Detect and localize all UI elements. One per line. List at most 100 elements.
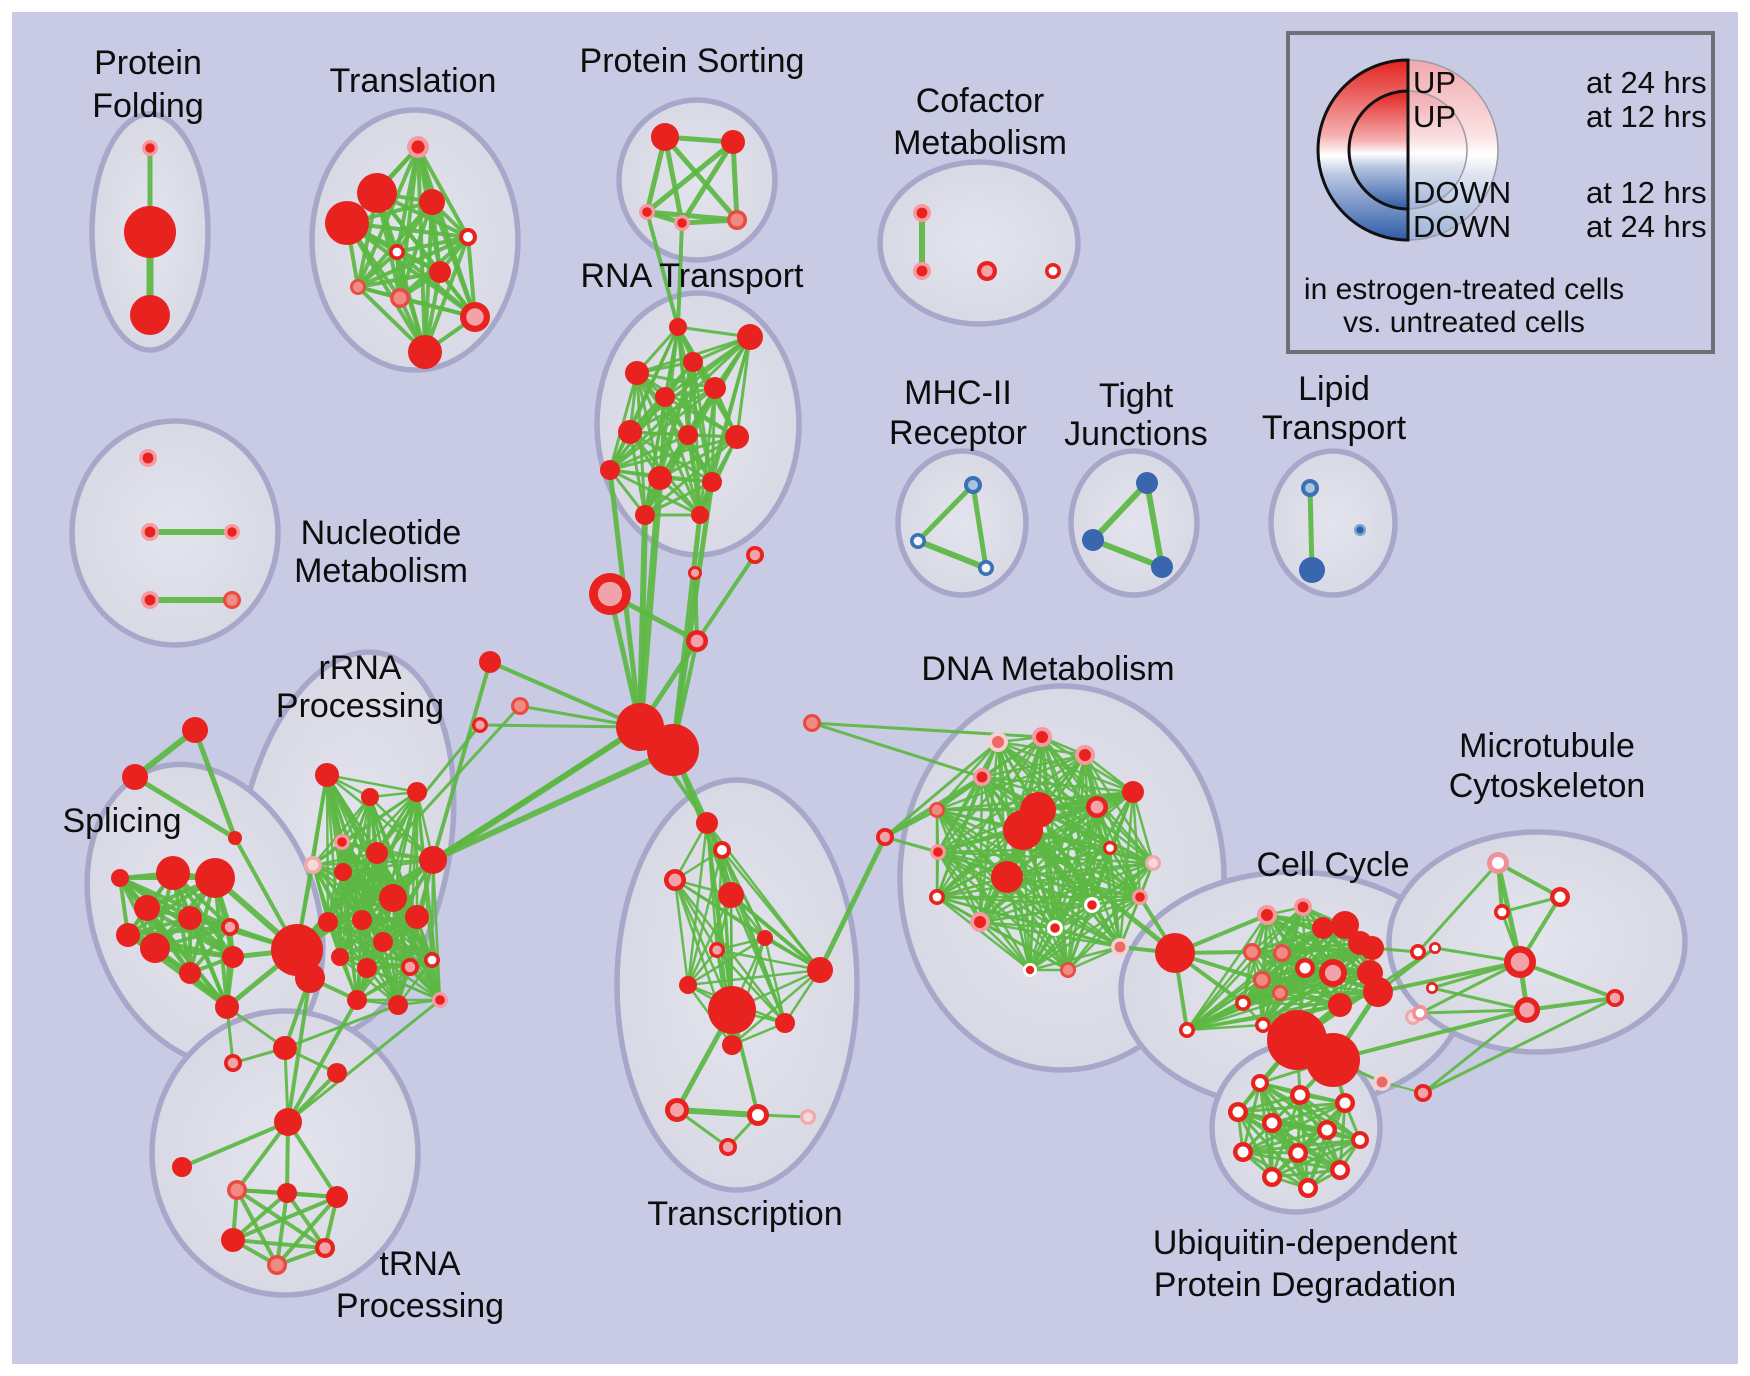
network-node [1082, 529, 1104, 551]
network-node-core [1497, 907, 1507, 917]
network-node [1331, 911, 1359, 939]
network-node [178, 906, 202, 930]
network-edge [430, 724, 643, 863]
network-edge [1005, 861, 1155, 879]
cluster-label-cofactor-metabolism: Metabolism [893, 124, 1067, 162]
network-node-core [1302, 1182, 1314, 1194]
network-edge [730, 139, 740, 223]
network-node-core [1510, 952, 1530, 972]
network-edge [488, 660, 642, 729]
network-node [718, 882, 744, 908]
network-node [679, 976, 697, 994]
cluster-label-transcription: Transcription [647, 1195, 842, 1233]
network-node [122, 764, 148, 790]
cluster-label-splicing: Splicing [62, 802, 181, 840]
cluster-label-lipid-transport: Lipid [1298, 370, 1370, 408]
network-edge [693, 571, 699, 643]
network-node [691, 506, 709, 524]
network-node-core [916, 207, 928, 219]
cluster-label-tight-junctions: Tight [1099, 377, 1174, 415]
network-node-core [227, 1057, 239, 1069]
network-edge [1525, 996, 1617, 1012]
network-edge [235, 1120, 290, 1192]
network-node-core [1339, 1097, 1351, 1109]
network-edge [416, 145, 470, 239]
network-edge [356, 250, 399, 289]
network-edge [936, 850, 1070, 972]
network-edge [213, 876, 229, 1009]
network-node [315, 763, 339, 787]
network-node-core [722, 1141, 734, 1153]
network-edge [1241, 1128, 1329, 1154]
network-node [757, 930, 773, 946]
cluster-label-trna-processing: Processing [336, 1287, 504, 1325]
network-edge [283, 1003, 400, 1050]
network-node [991, 861, 1023, 893]
network-node-core [974, 916, 986, 928]
cluster-label-microtubule-cytoskeleton: Microtubule [1459, 727, 1635, 765]
network-node [274, 1108, 302, 1136]
network-node-core [307, 859, 319, 871]
network-node [1136, 472, 1158, 494]
network-edge [715, 936, 767, 952]
network-node-core [427, 955, 437, 965]
network-edge [1090, 537, 1165, 570]
network-node-core [145, 143, 155, 153]
network-node-core [803, 1112, 813, 1122]
network-node-core [1519, 1002, 1535, 1018]
network-node [179, 962, 201, 984]
network-edge [915, 482, 976, 544]
network-edge [883, 835, 940, 854]
network-node-core [227, 527, 237, 537]
network-node-core [677, 218, 687, 228]
network-node [352, 910, 372, 930]
network-node-core [981, 563, 991, 573]
network-edge [360, 918, 434, 962]
network-edge [643, 395, 667, 517]
network-edge [1028, 903, 1094, 972]
network-node [722, 1035, 742, 1055]
network-node-core [879, 831, 891, 843]
network-node-core [1292, 1147, 1304, 1159]
network-node [111, 869, 129, 887]
network-node-core [670, 1103, 684, 1117]
network-node-core [749, 549, 761, 561]
network-node-core [319, 1242, 331, 1254]
network-node [327, 1063, 347, 1083]
network-edge [673, 878, 690, 987]
cluster-label-dna-metabolism: DNA Metabolism [921, 650, 1174, 688]
legend-circle-inner-right [1407, 90, 1468, 210]
network-node-core [1491, 856, 1505, 870]
network-node-core [1609, 992, 1621, 1004]
network-node [172, 1157, 192, 1177]
network-edge [1331, 1008, 1529, 1062]
network-edge [679, 139, 736, 226]
network-edge [730, 968, 822, 1047]
network-node [725, 425, 749, 449]
network-node-core [224, 921, 236, 933]
network-node [1155, 933, 1195, 973]
network-edge [1418, 1008, 1529, 1015]
network-edge [686, 821, 709, 987]
network-node [221, 1228, 245, 1252]
network-node-core [1090, 800, 1104, 814]
network-edge [295, 704, 522, 952]
cluster-ellipse-tight-junctions [1068, 448, 1200, 598]
network-edge [1236, 1093, 1302, 1114]
network-edge [970, 482, 989, 571]
network-node-core [1305, 483, 1315, 493]
network-edge [729, 893, 822, 972]
network-node [708, 986, 756, 1034]
network-node-core [1261, 909, 1273, 921]
network-edge [1036, 808, 1155, 865]
network-node [775, 1013, 795, 1033]
network-edge [365, 958, 434, 970]
network-node-core [144, 594, 156, 606]
network-node-core [913, 536, 923, 546]
network-node-core [1025, 965, 1035, 975]
network-edge [1005, 805, 1099, 879]
network-edge [978, 903, 1094, 924]
network-node-core [1258, 1020, 1268, 1030]
cluster-label-ubiquitin-degradation: Ubiquitin-dependent [1153, 1224, 1458, 1262]
network-node-core [393, 291, 407, 305]
